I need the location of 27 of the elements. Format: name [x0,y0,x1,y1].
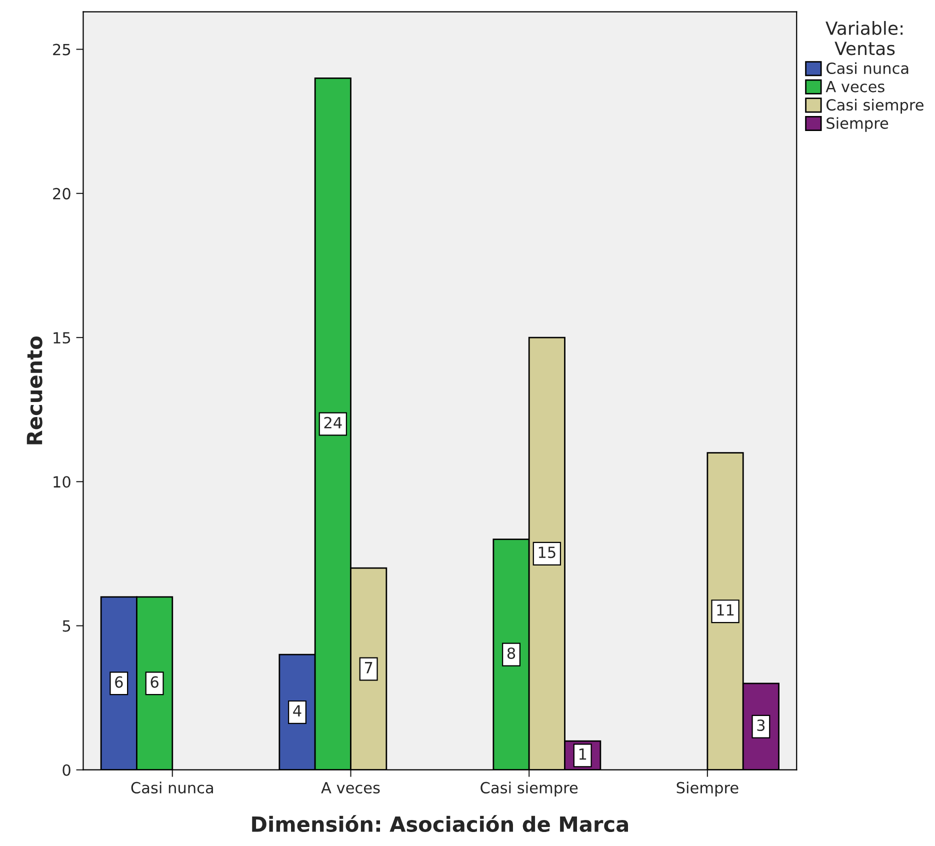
y-axis-title: Recuento [26,336,42,444]
legend-label: Casi siempre [826,98,924,114]
x-tick-label: Casi siempre [480,782,578,796]
data-label: 8 [507,647,516,660]
data-label: 11 [717,604,734,616]
data-label: 1 [579,748,586,760]
y-tick-label: 10 [54,476,70,488]
legend-label: A veces [826,80,884,92]
data-label: 4 [293,705,302,716]
data-label: 6 [115,676,123,688]
data-label: 7 [364,662,372,674]
x-axis-title: Dimensión: Asociación de Marca [252,815,628,832]
x-tick-label: Casi nunca [131,782,213,794]
y-tick-label: 5 [62,620,70,632]
data-label: 6 [150,676,158,688]
y-tick-label: 20 [53,188,70,200]
legend-label: Casi nunca [826,62,908,74]
legend-label: Siempre [826,117,888,132]
data-label: 24 [324,416,342,428]
data-label: 15 [538,546,556,558]
legend-title: Variable: Ventas [826,21,903,56]
y-tick-label: 25 [53,44,70,56]
y-tick-label: 15 [54,332,70,344]
x-tick-label: Siempre [676,782,738,796]
y-tick-label: 0 [62,764,70,776]
x-tick-label: A veces [321,782,380,794]
data-label: 3 [757,720,765,732]
